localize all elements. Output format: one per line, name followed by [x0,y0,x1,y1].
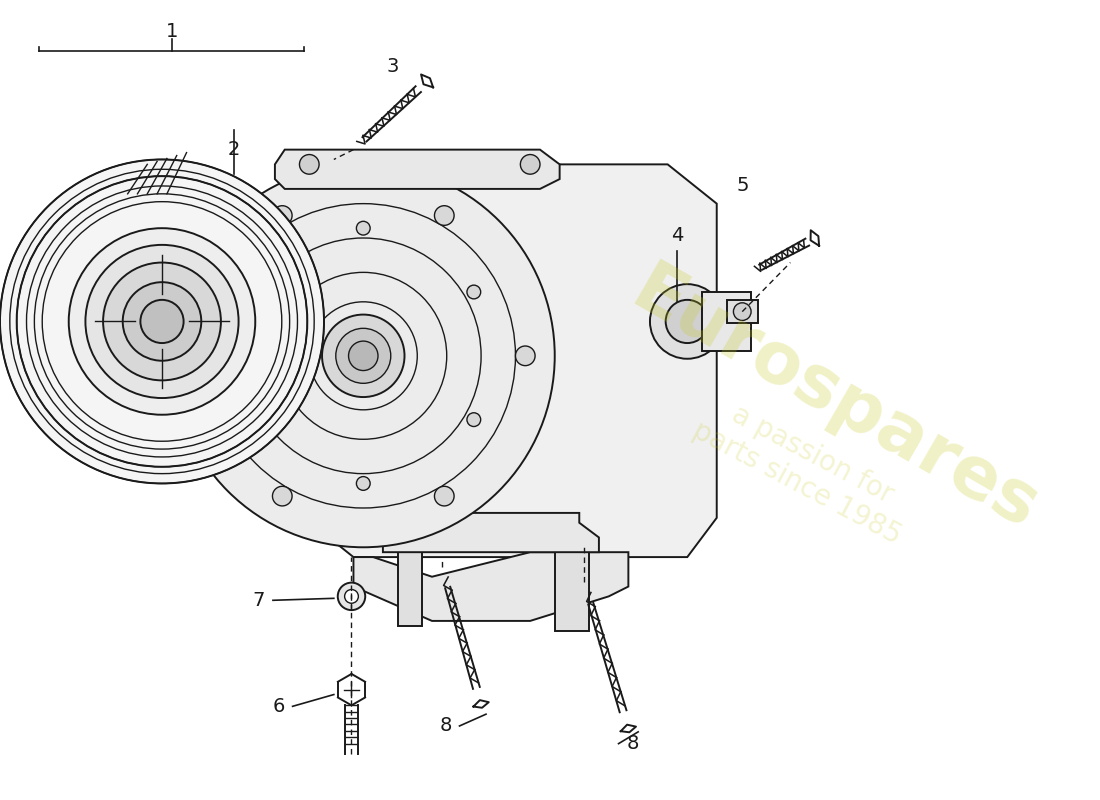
Text: 2: 2 [228,140,240,159]
Text: 1: 1 [166,22,178,42]
Circle shape [246,285,260,299]
Circle shape [734,302,751,321]
Text: 6: 6 [273,697,285,716]
Polygon shape [305,164,717,557]
Circle shape [191,346,211,366]
Circle shape [466,285,481,299]
Circle shape [273,206,293,226]
Circle shape [246,413,260,426]
Circle shape [650,284,725,358]
Polygon shape [275,150,560,189]
Circle shape [273,486,293,506]
Text: Eurospares: Eurospares [619,256,1049,544]
Circle shape [356,222,370,235]
Bar [554,552,590,630]
Bar [702,292,751,351]
Bar [397,552,422,626]
Circle shape [0,159,324,483]
Circle shape [466,413,481,426]
Circle shape [349,341,378,370]
Circle shape [16,176,307,466]
Text: 5: 5 [736,177,749,195]
Circle shape [356,477,370,490]
Text: a passion for
parts since 1985: a passion for parts since 1985 [689,388,922,550]
Circle shape [344,590,359,603]
Text: 8: 8 [439,717,452,735]
Circle shape [86,245,239,398]
Text: 8: 8 [626,734,639,753]
Circle shape [520,154,540,174]
Circle shape [141,300,184,343]
Text: 3: 3 [386,57,399,76]
Circle shape [172,164,554,547]
Circle shape [434,206,454,226]
Circle shape [299,154,319,174]
Polygon shape [353,552,628,621]
Circle shape [68,228,255,414]
Circle shape [103,262,221,380]
Circle shape [666,300,708,343]
Circle shape [322,314,405,397]
Circle shape [338,582,365,610]
Text: 7: 7 [253,590,265,610]
Polygon shape [383,513,598,552]
Bar [726,300,758,323]
Text: 4: 4 [671,226,683,245]
Circle shape [123,282,201,361]
Circle shape [434,486,454,506]
Circle shape [516,346,535,366]
Circle shape [336,328,390,383]
